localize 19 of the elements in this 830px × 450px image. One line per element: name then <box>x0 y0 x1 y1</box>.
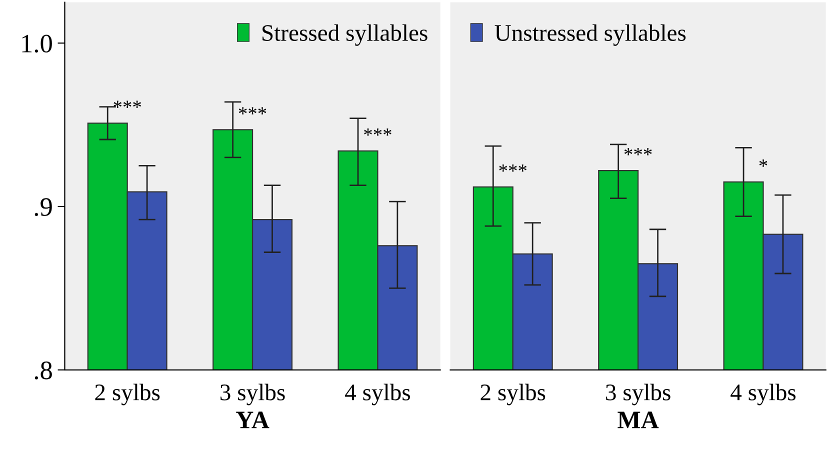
annotation: *** <box>238 107 266 114</box>
y-tick-label: 1.0 <box>22 34 52 53</box>
x-tick-label: 3 sylbs <box>220 384 285 406</box>
legend-label: Stressed syllables <box>262 24 428 46</box>
annotation: *** <box>364 128 392 136</box>
x-axis-title: MA <box>618 412 659 428</box>
y-tick-label: .8 <box>34 362 52 380</box>
x-tick-label: 3 sylbs <box>606 384 670 406</box>
x-tick-label: 2 sylbs <box>480 384 546 406</box>
annotation: *** <box>114 100 141 108</box>
annotation: *** <box>624 148 652 156</box>
x-tick-label: 4 sylbs <box>730 384 796 406</box>
x-axis-title: YA <box>236 412 270 428</box>
x-tick-label: 2 sylbs <box>95 384 160 406</box>
y-tick-label: .9 <box>34 198 52 216</box>
x-tick-label: 4 sylbs <box>345 384 410 406</box>
legend-label: Unstressed syllables <box>494 24 686 46</box>
annotation: *** <box>499 164 527 172</box>
annotation: * <box>759 160 768 167</box>
